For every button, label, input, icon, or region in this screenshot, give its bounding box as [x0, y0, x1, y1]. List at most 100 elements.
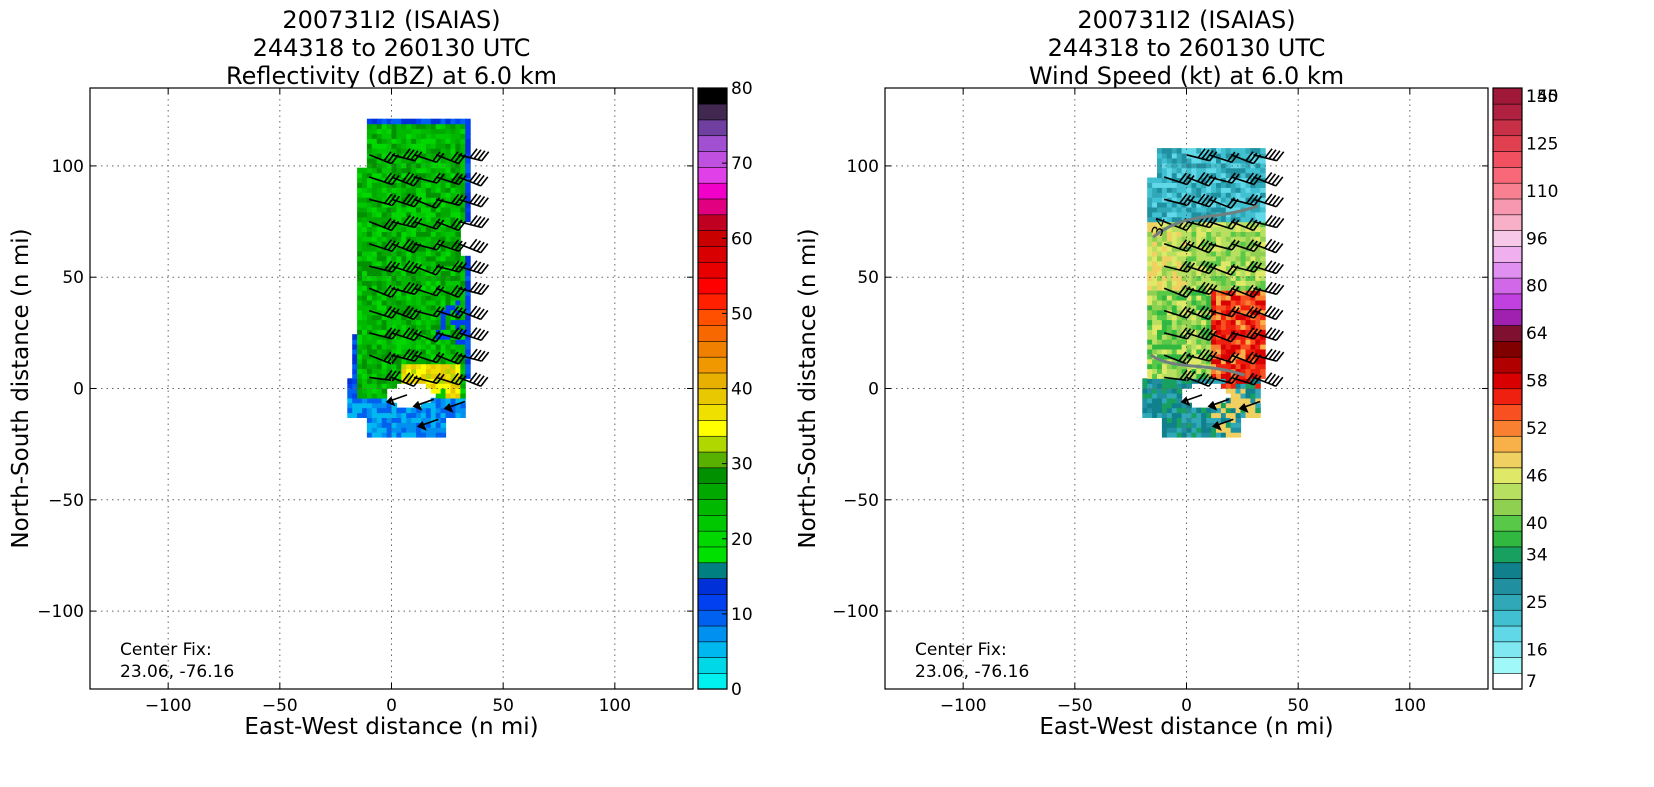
- data-cell: [396, 299, 402, 306]
- data-cell: [1147, 241, 1153, 247]
- data-cell: [391, 348, 397, 355]
- data-cell: [357, 265, 363, 272]
- colorbar-tick-label: 0: [731, 680, 742, 700]
- data-cell: [371, 422, 378, 428]
- data-cell: [1255, 202, 1261, 208]
- data-cell: [352, 373, 358, 379]
- data-cell: [1166, 275, 1173, 281]
- data-cell: [1166, 290, 1173, 296]
- data-cell: [376, 202, 383, 208]
- data-cell: [366, 427, 373, 433]
- data-cell: [381, 118, 388, 125]
- data-cell: [1147, 192, 1153, 198]
- data-cell: [416, 314, 422, 321]
- data-cell: [1211, 236, 1217, 242]
- data-cell: [1235, 334, 1242, 340]
- data-cell: [1211, 182, 1217, 188]
- data-cell: [1230, 226, 1237, 232]
- data-cell: [376, 236, 383, 242]
- data-cell: [411, 226, 417, 232]
- data-cell: [416, 329, 422, 335]
- data-cell: [1157, 299, 1163, 306]
- data-cell: [450, 280, 456, 286]
- data-cell: [1181, 299, 1188, 306]
- data-cell: [1260, 236, 1266, 242]
- data-cell: [440, 246, 447, 252]
- data-cell: [416, 241, 422, 247]
- data-cell: [1157, 177, 1163, 183]
- data-cell: [460, 299, 466, 306]
- data-cell: [445, 221, 451, 228]
- data-cell: [421, 133, 427, 139]
- data-cell: [1235, 280, 1242, 286]
- data-cell: [1147, 309, 1153, 316]
- data-cell: [430, 143, 437, 149]
- colorbar-swatch: [1492, 214, 1523, 231]
- data-cell: [1161, 373, 1168, 379]
- data-cell: [396, 314, 402, 321]
- data-cell: [440, 427, 447, 433]
- data-cell: [357, 246, 363, 252]
- data-cell: [1250, 260, 1256, 267]
- data-cell: [1255, 260, 1261, 267]
- data-cell: [1191, 182, 1197, 188]
- data-cell: [1220, 167, 1227, 174]
- data-cell: [1181, 177, 1188, 183]
- data-cell: [411, 368, 417, 374]
- colorbar-swatch: [1492, 309, 1523, 326]
- data-cell: [421, 319, 427, 325]
- contour-line: [1152, 204, 1259, 239]
- data-cell: [1216, 231, 1222, 237]
- wind-barb: [458, 172, 489, 187]
- data-cell: [440, 348, 447, 355]
- data-cell: [366, 393, 373, 399]
- data-cell: [371, 241, 378, 247]
- data-cell: [455, 211, 461, 218]
- data-cell: [1230, 162, 1237, 169]
- data-cell: [357, 285, 363, 291]
- data-cell: [396, 123, 402, 130]
- data-cell: [411, 412, 417, 418]
- data-cell: [1181, 280, 1188, 286]
- data-cell: [357, 211, 363, 218]
- data-cell: [1255, 172, 1261, 179]
- data-cell: [406, 299, 412, 306]
- data-cell: [416, 211, 422, 218]
- data-cell: [1196, 407, 1202, 414]
- data-cell: [1171, 368, 1178, 374]
- data-cell: [1220, 153, 1227, 159]
- data-cell: [1166, 299, 1173, 306]
- data-cell: [362, 363, 368, 370]
- data-cell: [1220, 427, 1227, 433]
- data-cell: [435, 280, 442, 286]
- data-cell: [1176, 407, 1183, 414]
- data-cell: [1171, 192, 1178, 198]
- data-cell: [1225, 353, 1232, 360]
- data-cell: [1216, 339, 1222, 345]
- data-cell: [1225, 319, 1232, 325]
- data-cell: [1161, 290, 1168, 296]
- data-cell: [1245, 280, 1251, 286]
- data-cell: [1245, 226, 1251, 232]
- data-cell: [465, 153, 471, 159]
- data-cell: [376, 123, 383, 130]
- data-cell: [1176, 241, 1183, 247]
- colorbar-swatch: [1492, 577, 1523, 595]
- data-cell: [1166, 206, 1173, 213]
- data-cell: [1157, 226, 1163, 232]
- colorbar-swatch: [1492, 514, 1523, 532]
- data-cell: [1186, 162, 1192, 169]
- data-cell: [1201, 260, 1207, 267]
- data-cell: [421, 162, 427, 169]
- data-cell: [425, 324, 432, 330]
- data-cell: [1161, 157, 1168, 164]
- data-cell: [376, 138, 383, 144]
- data-cell: [416, 162, 422, 169]
- colorbar-tick-label: 96: [1526, 229, 1548, 249]
- data-cell: [1147, 177, 1153, 183]
- data-cell: [1157, 373, 1163, 379]
- data-cell: [1186, 241, 1192, 247]
- data-cell: [1255, 368, 1261, 374]
- data-cell: [1157, 280, 1163, 286]
- data-cell: [1176, 295, 1183, 301]
